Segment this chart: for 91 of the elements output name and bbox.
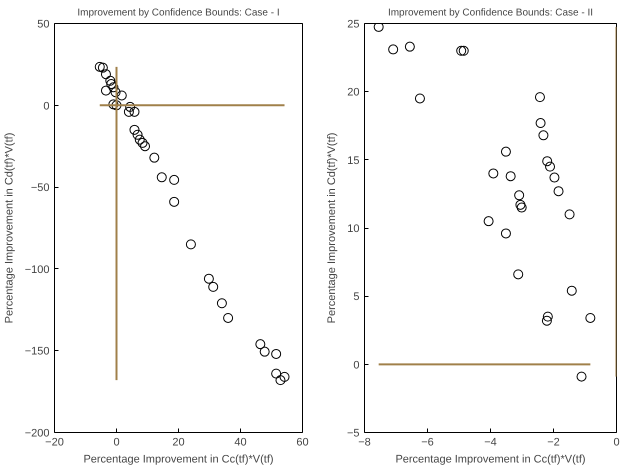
x-tick-label: 60 <box>296 436 309 448</box>
point <box>223 312 234 323</box>
point <box>138 138 148 148</box>
point <box>585 312 596 323</box>
y-tick-label: −100 <box>24 264 50 276</box>
point <box>549 172 560 183</box>
point <box>542 156 552 166</box>
point <box>186 239 196 250</box>
point <box>204 274 214 284</box>
point <box>506 171 516 182</box>
point <box>280 372 290 382</box>
chart-title: Improvement by Confidence Bounds: Case - I <box>77 8 280 18</box>
point <box>149 152 160 163</box>
y-axis-title: Percentage Improvement in Cd(tf)*V(tf) <box>326 132 338 324</box>
x-tick-label: 40 <box>234 436 247 448</box>
point <box>134 134 145 145</box>
point <box>106 79 116 90</box>
point <box>456 46 466 56</box>
point <box>94 62 105 72</box>
point <box>108 99 118 110</box>
point <box>484 216 494 226</box>
point <box>255 339 266 350</box>
point <box>110 87 121 98</box>
point <box>566 286 577 296</box>
point <box>156 172 167 182</box>
y-tick-label: 5 <box>353 291 360 304</box>
chart-title: Improvement by Confidence Bounds: Case - II <box>388 8 594 18</box>
point <box>140 141 150 152</box>
point <box>271 368 282 379</box>
x-axis-title: Percentage Improvement in Cc(tf)*V(tf) <box>395 454 586 466</box>
point <box>100 86 111 96</box>
point <box>116 90 127 100</box>
point <box>542 312 553 322</box>
x-tick-label: 20 <box>172 436 185 448</box>
x-tick-label: −8 <box>358 436 371 448</box>
point <box>564 209 575 220</box>
point <box>169 174 180 185</box>
point <box>545 162 556 172</box>
point <box>108 82 118 92</box>
x-tick-label: −4 <box>484 436 497 448</box>
y-tick-label: 50 <box>37 18 50 30</box>
point <box>458 46 469 56</box>
point <box>500 146 511 157</box>
point <box>124 106 134 117</box>
y-tick-label: −50 <box>30 182 50 194</box>
point <box>271 348 282 359</box>
y-tick-label: 25 <box>347 18 360 30</box>
point <box>129 124 140 135</box>
x-axis-title: Percentage Improvement in Cc(tf)*V(tf) <box>83 454 274 466</box>
y-tick-label: −200 <box>24 428 50 440</box>
point <box>100 69 111 80</box>
point <box>132 130 143 140</box>
point <box>534 92 545 102</box>
point <box>216 298 227 308</box>
point <box>515 200 526 210</box>
point <box>554 186 564 196</box>
point <box>275 375 286 386</box>
point <box>500 228 511 238</box>
point <box>98 62 108 73</box>
x-tick-label: −20 <box>45 436 64 448</box>
point <box>105 76 116 86</box>
point <box>260 346 270 357</box>
point <box>513 269 524 280</box>
y-tick-label: −150 <box>24 346 50 358</box>
point <box>516 202 527 213</box>
y-tick-label: 10 <box>347 223 360 235</box>
x-tick-label: −6 <box>421 436 434 448</box>
point <box>112 100 122 110</box>
y-tick-label: 0 <box>353 359 360 372</box>
y-tick-label: −5 <box>346 428 360 440</box>
point <box>536 118 546 128</box>
y-axis-title: Percentage Improvement in Cd(tf)*V(tf) <box>4 132 16 324</box>
point <box>514 190 524 200</box>
y-tick-label: 15 <box>347 154 360 167</box>
point <box>374 24 384 32</box>
point <box>414 93 425 104</box>
x-tick-label: 0 <box>613 436 620 448</box>
point <box>538 130 548 140</box>
y-tick-label: 20 <box>347 86 360 99</box>
point <box>129 106 140 117</box>
x-tick-label: 0 <box>113 436 120 448</box>
y-tick-label: 0 <box>43 100 50 112</box>
point <box>542 316 552 326</box>
point <box>404 42 415 52</box>
point <box>125 102 136 112</box>
x-tick-label: −2 <box>547 436 560 448</box>
point <box>169 196 180 207</box>
point <box>488 168 498 178</box>
point <box>388 44 398 54</box>
point <box>208 282 218 292</box>
point <box>576 372 587 382</box>
